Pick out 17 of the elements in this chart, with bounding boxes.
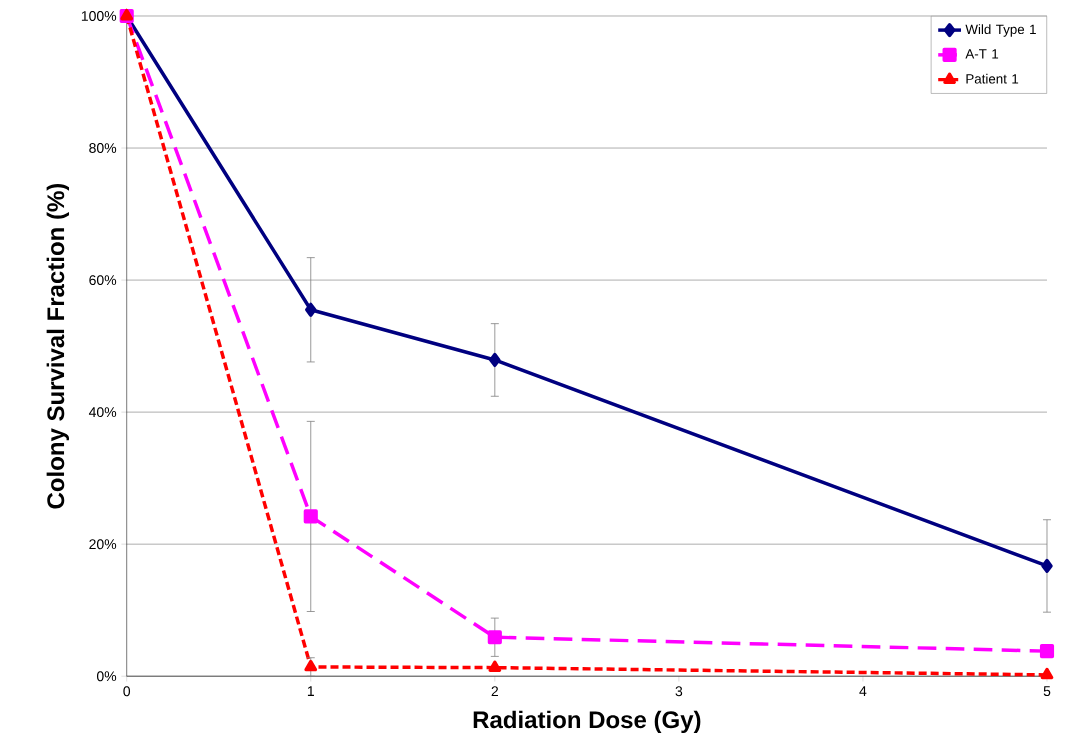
legend-label: Patient 1 (966, 73, 1019, 84)
x-tick-label: 2 (491, 686, 498, 696)
x-tick-label: 0 (123, 686, 131, 697)
y-tick-label: 100% (81, 10, 117, 21)
x-tick-label: 4 (859, 686, 867, 696)
x-tick-label: 3 (675, 686, 683, 697)
y-tick-label: 20% (89, 539, 117, 550)
y-tick-label: 0% (96, 671, 117, 682)
y-tick-label: 40% (88, 407, 117, 417)
y-tick-label: 80% (89, 142, 117, 153)
x-tick-label: 1 (307, 686, 314, 696)
y-axis-title: Colony Survival Fraction (%) (46, 183, 70, 509)
legend-label: Wild Type 1 (965, 24, 1036, 37)
x-tick-label: 5 (1043, 686, 1051, 696)
x-axis-title: Radiation Dose (Gy) (473, 710, 701, 733)
y-tick-label: 60% (89, 275, 117, 285)
legend-label: A-T 1 (965, 49, 999, 59)
